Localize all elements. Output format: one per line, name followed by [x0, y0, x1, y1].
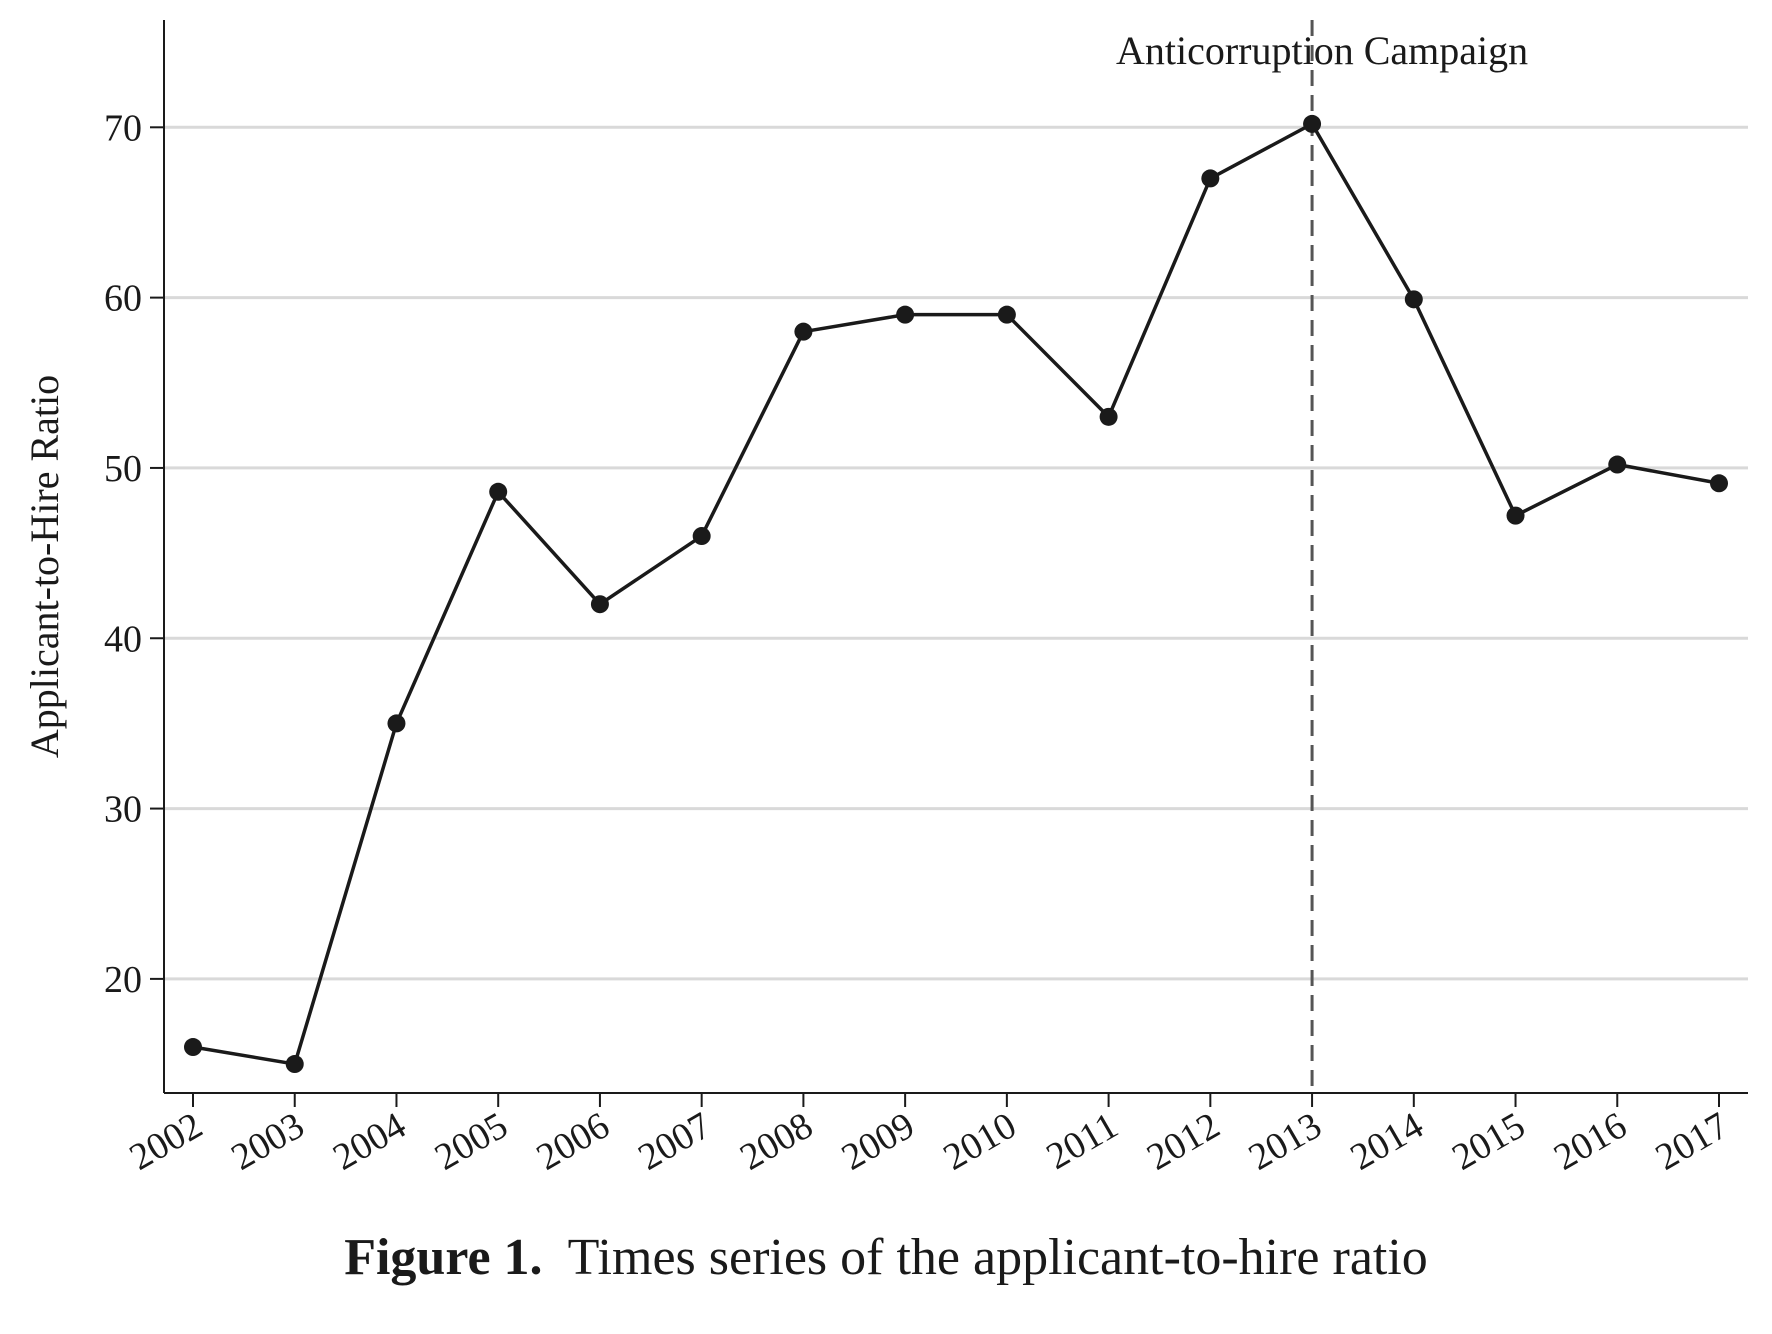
data-point-2017	[1710, 474, 1728, 493]
x-tick-label-2010: 2010	[937, 1104, 1024, 1178]
data-point-2014	[1404, 290, 1423, 309]
data-point-2010	[997, 305, 1016, 324]
caption-label: Figure 1.	[344, 1229, 543, 1286]
x-tick-label-2017: 2017	[1649, 1104, 1736, 1178]
annotation-label: Anticorruption Campaign	[1116, 28, 1528, 73]
data-point-2013	[1303, 114, 1322, 133]
x-tick-label-2004: 2004	[326, 1104, 413, 1178]
data-point-2008	[794, 322, 813, 341]
caption-text: Times series of the applicant-to-hire ra…	[567, 1229, 1428, 1286]
data-point-2004	[387, 714, 406, 733]
y-tick-label-20: 20	[104, 959, 142, 1001]
x-tick-label-2008: 2008	[733, 1104, 820, 1178]
y-tick-label-50: 50	[104, 448, 142, 490]
data-point-2011	[1099, 407, 1118, 426]
x-tick-label-2003: 2003	[224, 1104, 311, 1178]
x-tick-label-2009: 2009	[835, 1104, 922, 1178]
data-point-2002	[184, 1038, 202, 1057]
annotation: Anticorruption Campaign	[1116, 20, 1528, 1093]
axes	[150, 20, 1748, 1107]
x-tick-label-2006: 2006	[530, 1104, 617, 1178]
data-series	[184, 114, 1728, 1074]
data-point-2007	[692, 527, 711, 546]
x-tick-label-2005: 2005	[428, 1104, 515, 1178]
x-tick-label-2002: 2002	[123, 1104, 210, 1178]
data-point-2009	[896, 305, 915, 324]
x-tick-label-2007: 2007	[631, 1104, 718, 1178]
data-point-2003	[285, 1055, 304, 1074]
x-tick-label-2015: 2015	[1445, 1104, 1532, 1178]
x-tick-label-2012: 2012	[1140, 1104, 1227, 1178]
x-tick-label-2013: 2013	[1242, 1104, 1329, 1178]
data-point-2015	[1506, 506, 1525, 525]
y-axis-title: Applicant-to-Hire Ratio	[22, 375, 67, 758]
figure-caption: Figure 1. Times series of the applicant-…	[0, 1228, 1772, 1287]
gridlines	[164, 125, 1748, 981]
y-tick-label-70: 70	[104, 107, 142, 149]
series-line	[192, 122, 1720, 1066]
y-tick-label-40: 40	[104, 618, 142, 660]
x-tick-label-2014: 2014	[1343, 1104, 1430, 1178]
x-tick-label-2011: 2011	[1039, 1104, 1125, 1178]
y-tick-label-60: 60	[104, 278, 142, 320]
data-point-2016	[1608, 455, 1627, 474]
axis-labels: 20 30 40 50 60 70 2002 2003 2004 2005 2006 2007 2008…	[22, 107, 1736, 1178]
data-point-2005	[489, 482, 508, 501]
y-tick-label-30: 30	[104, 789, 142, 831]
x-tick-label-2016: 2016	[1547, 1104, 1634, 1178]
data-point-2006	[590, 595, 609, 614]
data-point-2012	[1201, 169, 1220, 188]
